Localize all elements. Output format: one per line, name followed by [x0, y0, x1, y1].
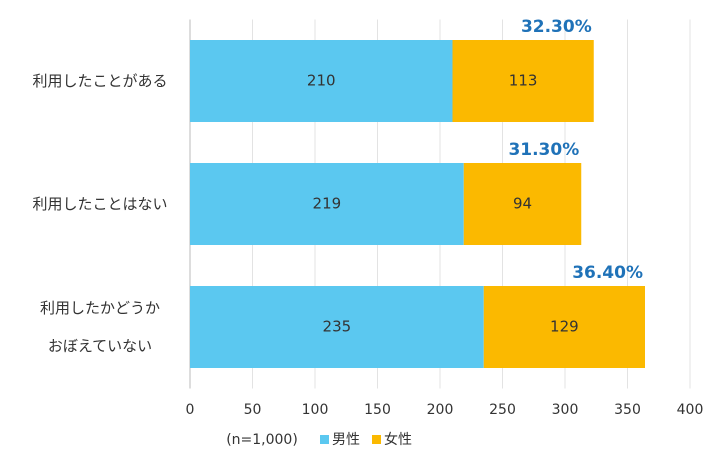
value-label: 94 — [513, 195, 532, 213]
category-label: 利用したことがある — [32, 72, 168, 90]
bar-segment — [452, 40, 594, 122]
x-tick-label: 400 — [677, 402, 704, 418]
value-label: 113 — [509, 72, 538, 90]
bar-segment — [190, 163, 464, 245]
bar-segment — [190, 286, 484, 368]
legend-label: 男性 — [332, 432, 360, 448]
bar-segment — [483, 286, 645, 368]
value-label: 210 — [307, 72, 336, 90]
x-tick-label: 250 — [489, 402, 516, 418]
category-label: 利用したかどうか おぼえていない — [39, 299, 160, 355]
legend-swatch — [320, 435, 329, 444]
x-tick-label: 0 — [186, 402, 195, 418]
total-label: 31.30% — [508, 140, 579, 160]
x-tick-label: 150 — [364, 402, 391, 418]
legend-label: 女性 — [384, 431, 412, 448]
value-label: 235 — [323, 318, 352, 336]
x-tick-label: 200 — [427, 402, 454, 418]
x-tick-label: 300 — [552, 402, 579, 418]
total-label: 36.40% — [572, 263, 643, 283]
legend-swatch — [372, 435, 381, 444]
x-tick-label: 350 — [614, 402, 641, 418]
note: (n=1,000) — [226, 432, 298, 448]
value-label: 129 — [550, 318, 579, 336]
x-tick-label: 100 — [302, 402, 329, 418]
bar-segment — [463, 163, 582, 245]
bar-segment — [190, 40, 453, 122]
category-label: 利用したことはない — [32, 195, 168, 213]
total-label: 32.30% — [521, 17, 592, 37]
x-tick-label: 50 — [244, 402, 262, 418]
value-label: 219 — [313, 195, 342, 213]
